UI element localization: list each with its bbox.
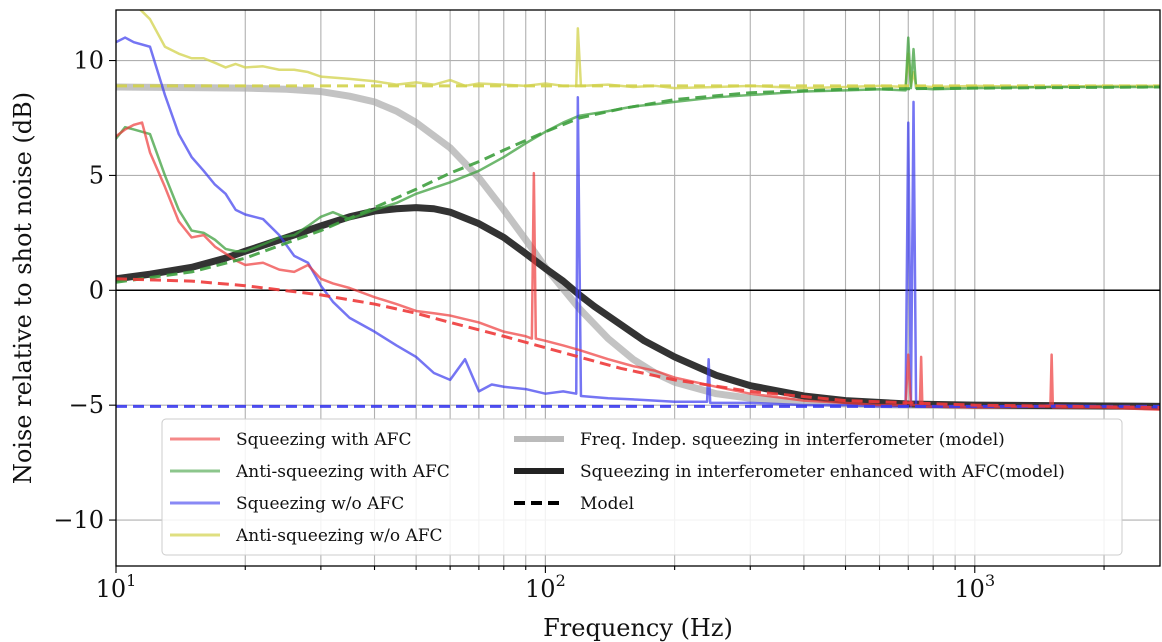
legend-label: Squeezing w/o AFC [236, 494, 404, 514]
series-line [138, 10, 1160, 90]
legend-label: Squeezing with AFC [236, 430, 411, 450]
y-tick-label: 10 [73, 47, 104, 75]
y-axis-label: Noise relative to shot noise (dB) [9, 92, 37, 484]
series-line [116, 204, 1160, 410]
series-line [116, 277, 1160, 409]
legend-box [161, 418, 1123, 556]
legend: Squeezing with AFC Anti-squeezing with AF… [161, 418, 1123, 556]
series-line [116, 85, 1160, 284]
series-group [116, 10, 1160, 412]
legend-label: Anti-squeezing w/o AFC [235, 526, 443, 546]
series-line [116, 36, 1160, 253]
y-tick-label: −10 [53, 506, 104, 534]
x-tick-label: 101 [96, 571, 137, 603]
y-tick-label: 5 [89, 161, 104, 189]
y-tick-label: −5 [69, 391, 104, 419]
series-line [116, 121, 1160, 412]
legend-label: Squeezing in interferometer enhanced wit… [580, 462, 1065, 482]
x-tick-label: 103 [954, 571, 995, 603]
y-tick-label: 0 [89, 276, 104, 304]
tick-group: 101 102 103 10 5 0 −5 −10 [53, 47, 1105, 603]
legend-label: Anti-squeezing with AFC [235, 462, 450, 482]
x-tick-label: 102 [525, 571, 566, 603]
legend-label: Model [580, 494, 634, 514]
plot-frame [115, 9, 1161, 567]
x-axis-label: Frequency (Hz) [543, 614, 733, 642]
legend-label: Freq. Indep. squeezing in interferometer… [580, 430, 1005, 450]
series-line [116, 36, 1160, 409]
